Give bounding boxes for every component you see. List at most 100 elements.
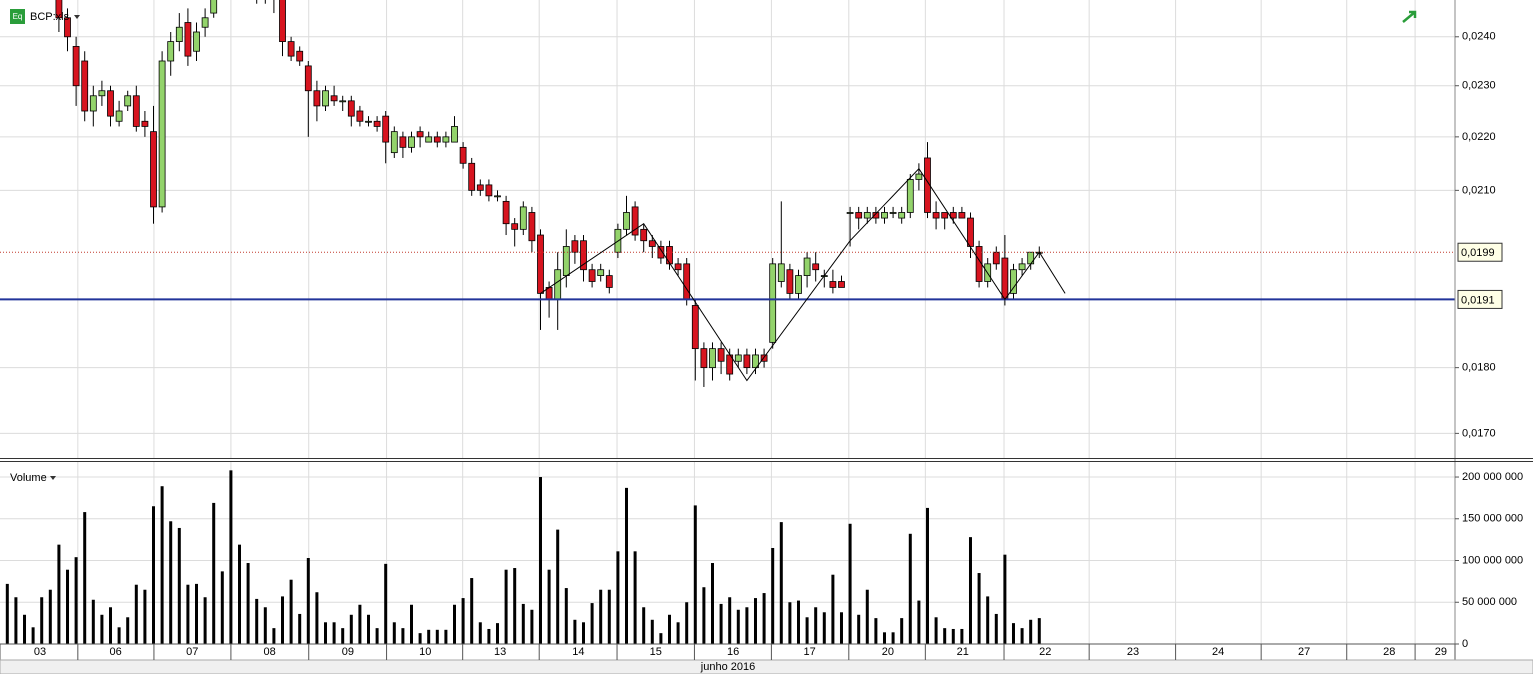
volume-bar <box>719 603 723 644</box>
volume-menu[interactable] <box>50 476 56 480</box>
volume-bar <box>255 598 259 644</box>
price-label-box <box>1457 289 1503 309</box>
volume-bar <box>685 602 689 644</box>
price-label: 0,0191 <box>1461 294 1495 306</box>
volume-bar <box>1003 554 1007 644</box>
volume-bar <box>564 588 568 644</box>
volume-bar <box>874 618 878 644</box>
y-tick-label: 100 000 000 <box>1462 554 1523 566</box>
volume-bar <box>762 593 766 644</box>
volume-title[interactable]: Volume <box>10 472 47 484</box>
volume-bar <box>994 613 998 644</box>
candle-body <box>330 95 338 102</box>
x-tick-label: 06 <box>110 646 122 658</box>
candle-body <box>1010 269 1017 294</box>
volume-bar <box>392 622 396 644</box>
candle-body <box>141 120 149 127</box>
candle-body <box>803 257 811 276</box>
volume-bar <box>263 607 267 644</box>
candle-body <box>347 100 355 117</box>
candle-body <box>777 263 785 282</box>
candle-body <box>889 212 897 214</box>
candle-body <box>287 41 295 57</box>
candle-body <box>932 212 940 219</box>
y-tick-label: 0,0170 <box>1462 427 1496 439</box>
volume-bar <box>461 598 465 644</box>
volume-bar <box>220 571 224 644</box>
candle-body <box>416 131 424 138</box>
trend-icon[interactable] <box>1402 10 1417 23</box>
volume-bar <box>925 507 929 644</box>
candle-body <box>640 228 648 242</box>
trend-drawing <box>540 167 1066 382</box>
candle-body <box>81 60 89 112</box>
candle-body <box>210 0 218 14</box>
candle-body <box>648 240 656 247</box>
volume-bar <box>289 579 293 644</box>
candle-body <box>511 223 519 230</box>
candle-body <box>691 305 699 350</box>
volume-bar <box>109 607 113 644</box>
candle-body <box>674 263 682 271</box>
candle-body <box>296 50 304 62</box>
volume-bar <box>857 614 861 644</box>
volume-bar <box>865 589 869 644</box>
volume-bar <box>960 628 964 644</box>
candle-body <box>528 212 536 242</box>
volume-bar <box>633 551 637 644</box>
candle-body <box>666 246 673 265</box>
ticker-menu[interactable] <box>74 15 80 19</box>
volume-bar <box>917 600 921 644</box>
volume-bar <box>1037 618 1041 644</box>
candle-body <box>442 136 450 143</box>
volume-bar <box>452 604 456 644</box>
volume-bar <box>745 607 749 644</box>
ticker[interactable]: BCP:xls <box>30 11 70 23</box>
candle-body <box>631 206 639 236</box>
candle-body <box>158 60 166 208</box>
candle-body <box>459 146 467 164</box>
volume-bar <box>177 527 181 644</box>
candle-body <box>167 41 175 62</box>
candle-body <box>373 120 381 127</box>
x-tick-label: 09 <box>342 646 354 658</box>
candle-body <box>872 212 880 219</box>
candle-body <box>769 263 777 343</box>
candle-body <box>322 90 329 107</box>
x-tick-label: 14 <box>572 646 584 658</box>
candle-body <box>408 136 415 148</box>
candle-body <box>1027 251 1035 265</box>
candle-body <box>717 348 725 362</box>
volume-bar <box>693 505 697 644</box>
x-tick-label: 22 <box>1039 646 1051 658</box>
candle-body <box>425 136 433 143</box>
volume-bar <box>495 623 499 644</box>
volume-bar <box>384 563 388 644</box>
volume-bar <box>306 558 310 644</box>
volume-bar <box>848 523 852 644</box>
volume-bar <box>74 557 78 644</box>
volume-bar <box>83 512 87 644</box>
candle-body <box>554 269 562 300</box>
volume-bar <box>779 522 783 644</box>
price-plot <box>0 0 1455 387</box>
candle-body <box>132 95 140 127</box>
y-tick-label: 0,0230 <box>1462 80 1496 92</box>
month-axis-box <box>0 659 1533 674</box>
x-tick-label: 29 <box>1435 646 1447 658</box>
volume-bar <box>375 628 379 644</box>
candle-body <box>193 31 200 52</box>
candle-body <box>683 263 691 300</box>
volume-bar <box>590 603 594 644</box>
candle-body <box>485 184 493 197</box>
candle-body <box>1001 257 1009 300</box>
volume-bar <box>676 622 680 644</box>
volume-bar <box>900 618 904 644</box>
candle-body <box>433 136 441 143</box>
y-tick-label: 50 000 000 <box>1462 596 1517 608</box>
axes: 0,0170 0,0180 0,0210 0,0220 0,0230 0,0240 0,01… <box>34 31 1523 660</box>
volume-bar <box>91 599 95 644</box>
volume-bar <box>427 629 431 644</box>
candle-body <box>967 217 974 247</box>
x-tick-label: 20 <box>882 646 894 658</box>
